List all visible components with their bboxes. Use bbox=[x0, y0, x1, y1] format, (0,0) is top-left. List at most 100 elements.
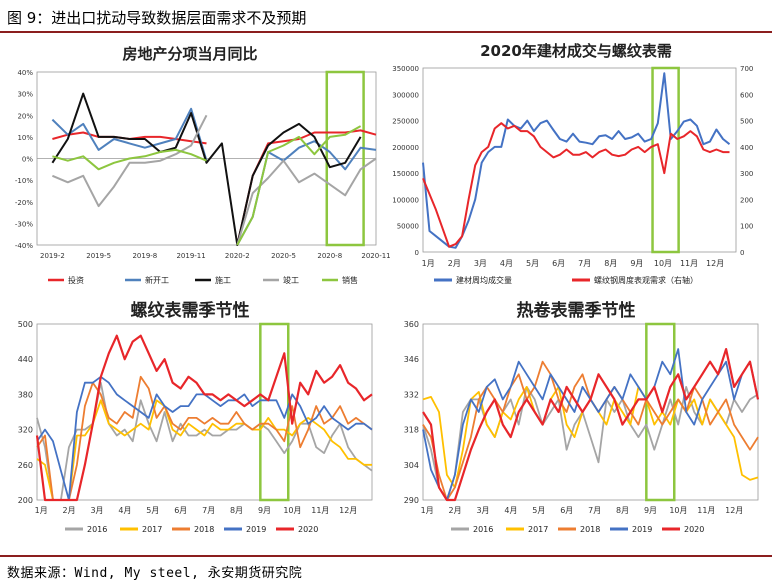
x-tick-label: 3月 bbox=[90, 506, 103, 515]
x-tick-label: 2019-8 bbox=[132, 252, 157, 260]
x-tick-label: 6月 bbox=[560, 506, 573, 515]
x-tick-label: 12月 bbox=[339, 506, 357, 515]
y-tick-label: 380 bbox=[18, 390, 33, 399]
x-tick-label: 7月 bbox=[578, 259, 591, 268]
legend-label: 2016 bbox=[87, 525, 107, 534]
y2-tick-label: 300 bbox=[740, 170, 753, 178]
plot-frame bbox=[422, 323, 759, 501]
x-tick-label: 4月 bbox=[118, 506, 131, 515]
x-tick-label: 11月 bbox=[311, 506, 329, 515]
legend-label: 2018 bbox=[194, 525, 214, 534]
plot-frame bbox=[36, 323, 373, 501]
x-tick-label: 12月 bbox=[706, 259, 724, 268]
legend-label: 建材周均成交量 bbox=[456, 275, 512, 285]
x-tick-label: 9月 bbox=[258, 506, 271, 515]
highlight-box bbox=[651, 66, 680, 254]
x-tick-label: 1月 bbox=[422, 259, 435, 268]
chart-title: 螺纹表需季节性 bbox=[131, 300, 250, 321]
y-tick-label: 150000 bbox=[392, 170, 419, 178]
x-tick-label: 2019-2 bbox=[40, 252, 65, 260]
figure-header: 图 9：进出口扰动导致数据层面需求不及预期 bbox=[0, 0, 772, 32]
y-tick-label: 50000 bbox=[397, 223, 419, 231]
y-tick-label: -20% bbox=[15, 199, 33, 207]
y-tick-label: 318 bbox=[404, 426, 419, 435]
y-tick-label: 346 bbox=[404, 355, 419, 364]
y-tick-label: 440 bbox=[18, 355, 33, 364]
figure-title: 图 9：进出口扰动导致数据层面需求不及预期 bbox=[7, 9, 307, 27]
x-tick-label: 10月 bbox=[669, 506, 687, 515]
x-tick-label: 8月 bbox=[604, 259, 617, 268]
x-tick-label: 7月 bbox=[202, 506, 215, 515]
y-tick-label: 350000 bbox=[392, 65, 419, 73]
series-line bbox=[35, 334, 373, 502]
chart-title: 房地产分项当月同比 bbox=[122, 45, 257, 63]
x-tick-label: 2020-2 bbox=[225, 252, 250, 260]
y-tick-label: 10% bbox=[17, 134, 33, 142]
legend-label: 2016 bbox=[473, 525, 493, 534]
x-tick-label: 10月 bbox=[654, 259, 672, 268]
x-tick-label: 4月 bbox=[504, 506, 517, 515]
chart-title: 热卷表需季节性 bbox=[517, 300, 636, 321]
chart-building-materials: 2020年建材成交与螺纹表需 350000 300000 250000 200000 15… bbox=[392, 42, 753, 285]
y-tick-label: -30% bbox=[15, 220, 33, 228]
highlight-box bbox=[259, 322, 290, 502]
y-tick-label: 0 bbox=[415, 249, 419, 257]
x-tick-label: 2月 bbox=[449, 506, 462, 515]
x-tick-label: 6月 bbox=[174, 506, 187, 515]
x-tick-label: 2019-5 bbox=[86, 252, 111, 260]
source-note: 数据来源：Wind, My steel, 永安期货研究院 bbox=[7, 566, 303, 581]
series-line bbox=[422, 360, 759, 501]
highlight-box bbox=[325, 70, 365, 247]
legend-label: 2017 bbox=[142, 525, 162, 534]
x-tick-label: 3月 bbox=[474, 259, 487, 268]
legend-label: 2019 bbox=[246, 525, 266, 534]
y-tick-label: 360 bbox=[404, 320, 419, 329]
x-tick-label: 5月 bbox=[532, 506, 545, 515]
y2-tick-label: 100 bbox=[740, 223, 753, 231]
x-tick-label: 9月 bbox=[630, 259, 643, 268]
y2-tick-label: 0 bbox=[740, 249, 744, 257]
legend-label: 施工 bbox=[215, 275, 231, 285]
x-tick-label: 5月 bbox=[526, 259, 539, 268]
x-tick-label: 2020-11 bbox=[361, 252, 390, 260]
x-tick-label: 12月 bbox=[725, 506, 743, 515]
y-tick-label: 250000 bbox=[392, 118, 419, 126]
x-tick-label: 9月 bbox=[644, 506, 657, 515]
x-tick-label: 1月 bbox=[421, 506, 434, 515]
legend-label: 投资 bbox=[68, 275, 84, 285]
chart-real-estate: 房地产分项当月同比 40% 30% 20% 10% 0% -10% -20% -30% -40% 2… bbox=[15, 45, 391, 285]
y-tick-label: 40% bbox=[17, 69, 33, 77]
y-tick-label: 200 bbox=[18, 496, 33, 505]
y-tick-label: -10% bbox=[15, 177, 33, 185]
y-tick-label: 30% bbox=[17, 91, 33, 99]
y-tick-label: 500 bbox=[18, 320, 33, 329]
x-tick-label: 6月 bbox=[552, 259, 565, 268]
x-tick-label: 2020-8 bbox=[317, 252, 342, 260]
y2-tick-label: 600 bbox=[740, 91, 753, 99]
y-tick-label: -40% bbox=[15, 242, 33, 250]
legend-label: 螺纹钢周度表观需求（右轴） bbox=[594, 275, 698, 285]
series-line bbox=[52, 125, 362, 246]
y-tick-label: 200000 bbox=[392, 144, 419, 152]
legend-label: 新开工 bbox=[145, 275, 169, 285]
legend-label: 2019 bbox=[632, 525, 652, 534]
y-tick-label: 320 bbox=[18, 426, 33, 435]
y2-tick-label: 700 bbox=[740, 65, 753, 73]
y2-tick-label: 500 bbox=[740, 118, 753, 126]
bottom-rule bbox=[0, 555, 772, 557]
y-tick-label: 304 bbox=[404, 461, 419, 470]
y-tick-label: 0% bbox=[22, 156, 33, 164]
legend-label: 销售 bbox=[342, 275, 358, 285]
series-line bbox=[422, 72, 731, 249]
legend-label: 2017 bbox=[528, 525, 548, 534]
x-tick-label: 3月 bbox=[476, 506, 489, 515]
y-tick-label: 332 bbox=[404, 390, 419, 399]
series-line bbox=[422, 122, 730, 248]
legend-label: 竣工 bbox=[283, 275, 299, 285]
x-tick-label: 10月 bbox=[283, 506, 301, 515]
y-tick-label: 290 bbox=[404, 496, 419, 505]
x-tick-label: 11月 bbox=[697, 506, 715, 515]
y2-tick-label: 200 bbox=[740, 196, 753, 204]
